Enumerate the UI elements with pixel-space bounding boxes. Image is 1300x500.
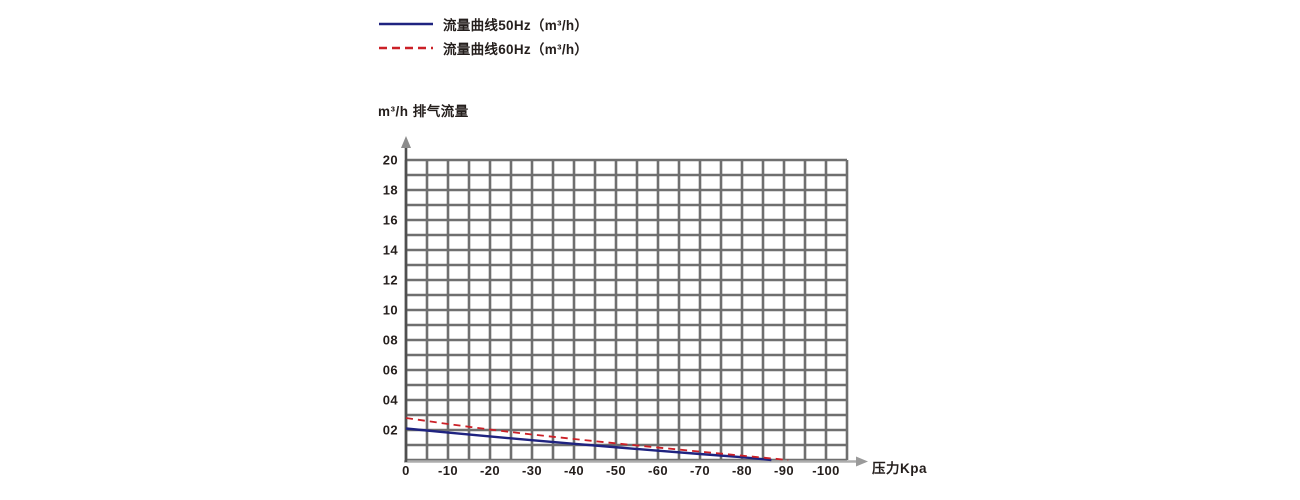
x-tick-label: -60 [648,463,668,478]
y-tick-label: 16 [383,213,398,228]
x-tick-label: -20 [480,463,500,478]
x-tick-label: -90 [774,463,794,478]
y-tick-label: 20 [383,153,398,168]
y-tick-label: 02 [383,423,398,438]
y-tick-label: 18 [383,183,398,198]
legend-item-50hz: 流量曲线50Hz（m³/h） [378,12,588,36]
x-tick-label: 0 [402,463,410,478]
series-line-50hz [405,427,772,462]
y-tick-label: 10 [383,303,398,318]
y-axis-title: m³/h 排气流量 [378,104,469,119]
y-tick-label: 14 [383,243,399,258]
x-tick-label: -30 [522,463,542,478]
series-line-60hz [405,417,789,461]
x-axis-label: 压力Kpa [872,461,928,476]
legend: 流量曲线50Hz（m³/h） 流量曲线60Hz（m³/h） [378,12,588,60]
legend-item-60hz: 流量曲线60Hz（m³/h） [378,36,588,60]
y-tick-label: 12 [383,273,398,288]
x-tick-label: -10 [438,463,458,478]
y-tick-label: 06 [383,363,398,378]
y-axis-arrow-icon [401,136,411,148]
x-tick-label: -100 [812,463,840,478]
legend-solid-line-icon [379,22,433,26]
y-tick-label: 04 [383,393,399,408]
legend-label-50hz: 流量曲线50Hz（m³/h） [443,18,589,33]
x-tick-label: -80 [732,463,752,478]
x-tick-label: -70 [690,463,710,478]
x-axis-arrow-icon [856,456,868,467]
legend-dashed-line-icon [379,46,433,50]
legend-label-60hz: 流量曲线60Hz（m³/h） [443,42,589,57]
y-tick-label: 08 [383,333,398,348]
x-tick-label: -40 [564,463,584,478]
x-tick-label: -50 [606,463,626,478]
